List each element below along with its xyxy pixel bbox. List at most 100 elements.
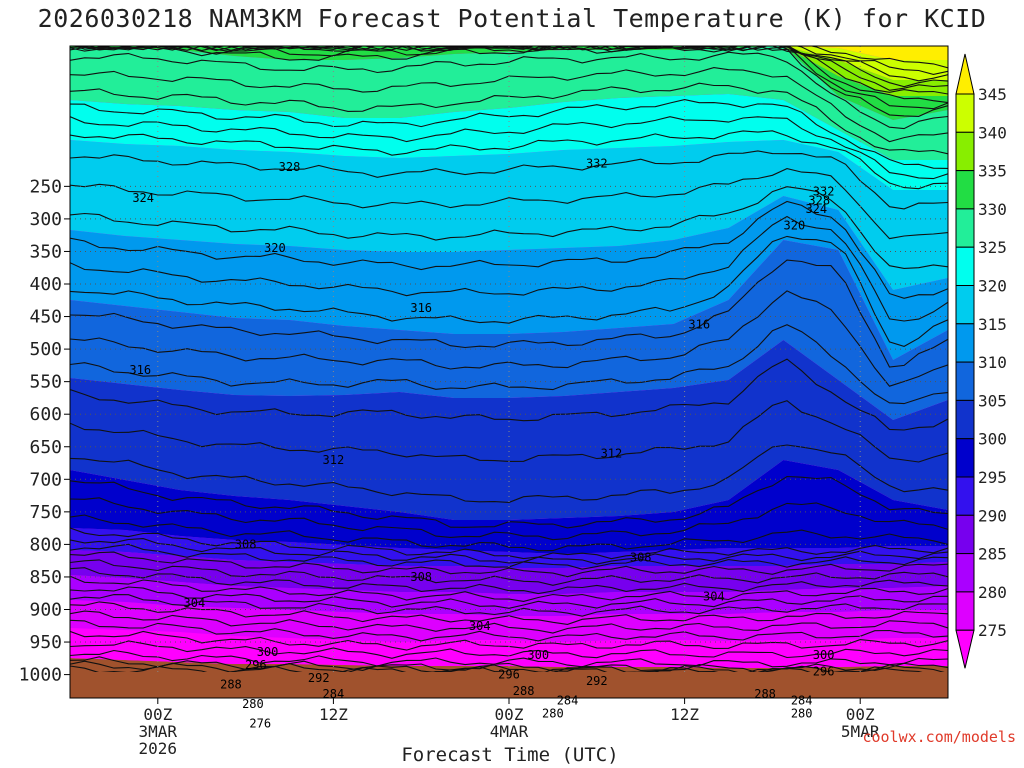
contour-label: 324 (805, 202, 827, 216)
colorbar-label: 300 (978, 430, 1007, 449)
contour-line (70, 527, 948, 560)
band-fill (70, 240, 948, 420)
contour-line (70, 235, 948, 347)
contour-label: 292 (586, 674, 608, 688)
contour-line (70, 116, 948, 180)
x-tick-label: 2026 (139, 739, 178, 758)
contour-label: 332 (586, 157, 608, 171)
credit-text: coolwx.com/models (862, 728, 1016, 746)
colorbar-swatch (955, 246, 975, 286)
contour-line (70, 514, 948, 552)
contour-line (70, 649, 948, 668)
contour-label: 280 (791, 707, 813, 721)
contour-label: 332 (813, 185, 835, 199)
contour-label: 284 (791, 694, 813, 708)
contour-line (70, 575, 948, 602)
colorbar-label: 340 (978, 123, 1007, 142)
contour-label: 288 (754, 687, 776, 701)
contour-line (70, 559, 948, 586)
contour-line (70, 497, 948, 541)
band-fill (70, 575, 948, 616)
contour-line (70, 259, 948, 368)
contour-line (70, 215, 948, 322)
colorbar-label: 285 (978, 545, 1007, 564)
contour-label: 288 (220, 677, 242, 691)
y-tick-label: 300 (29, 209, 62, 230)
x-tick-label: 12Z (670, 705, 699, 724)
contour-label: 296 (813, 664, 835, 678)
contour-label: 308 (235, 537, 257, 551)
contour-label: 316 (129, 363, 151, 377)
y-tick-label: 900 (29, 600, 62, 621)
colorbar-swatch (955, 514, 975, 555)
colorbar-swatch (955, 438, 975, 478)
contour-label: 308 (630, 550, 652, 564)
colorbar-swatch (955, 476, 975, 516)
y-tick-label: 650 (29, 437, 62, 458)
contour-label: 320 (264, 241, 286, 255)
contour-label: 292 (308, 671, 330, 685)
contour-label: 288 (513, 684, 535, 698)
colorbar-label: 345 (978, 85, 1007, 104)
contour-line (70, 610, 948, 634)
contour-line (70, 660, 948, 675)
colorbar-label: 335 (978, 162, 1007, 181)
y-tick-label: 250 (29, 176, 62, 197)
contour-line (70, 594, 948, 617)
y-tick-label: 600 (29, 404, 62, 425)
contour-line (70, 46, 948, 95)
band-fill (70, 46, 948, 160)
contour-line (70, 150, 948, 210)
colorbar-swatch (955, 553, 975, 593)
contour-label: 304 (469, 619, 491, 633)
contour-label: 316 (410, 301, 432, 315)
contour-label: 300 (813, 648, 835, 662)
x-tick-label: 3MAR (139, 722, 178, 741)
contour-label: 284 (557, 694, 579, 708)
colorbar-label: 305 (978, 391, 1007, 410)
x-tick-label: 5MAR (841, 722, 880, 741)
colorbar-label: 275 (978, 621, 1007, 640)
contour-label: 300 (257, 645, 279, 659)
contour-label: 304 (184, 596, 206, 610)
contour-line (72, 46, 948, 82)
y-tick-label: 850 (29, 567, 62, 588)
contour-line (70, 168, 948, 240)
x-axis-title: Forecast Time (UTC) (401, 744, 619, 766)
contour-label: 296 (498, 668, 520, 682)
colorbar-label: 320 (978, 277, 1007, 296)
x-tick-label: 00Z (143, 705, 172, 724)
contour-line (70, 567, 948, 595)
y-tick-label: 500 (29, 339, 62, 360)
colorbar-label: 330 (978, 200, 1007, 219)
contour-label: 320 (784, 218, 806, 232)
contour-label: 328 (279, 160, 301, 174)
band-fill (70, 46, 948, 60)
x-tick-label: 4MAR (490, 722, 529, 741)
y-tick-label: 950 (29, 632, 62, 653)
colorbar-swatch (955, 131, 975, 172)
y-tick-label: 800 (29, 534, 62, 555)
contour-label: 312 (323, 453, 345, 467)
colorbar-swatch (955, 591, 975, 631)
contour-label: 312 (601, 446, 623, 460)
contour-line (70, 538, 948, 565)
chart-title: 2026030218 NAM3KM Forecast Potential Tem… (37, 4, 987, 33)
x-tick-label: 12Z (319, 705, 348, 724)
contour-line (70, 444, 948, 503)
contour-line (78, 46, 948, 110)
contour-line (70, 601, 948, 625)
contour-line (70, 200, 948, 299)
contour-label: 316 (688, 317, 710, 331)
colorbar-swatch (955, 170, 975, 210)
colorbar-label: 310 (978, 353, 1007, 372)
contour-line (70, 586, 948, 609)
colorbar-swatch (955, 361, 975, 401)
contour-label: 308 (410, 570, 432, 584)
colorbar-label: 315 (978, 315, 1007, 334)
contour-line (70, 51, 948, 130)
colorbar-swatch (955, 285, 975, 325)
colorbar-label: 325 (978, 238, 1007, 257)
contour-label: 280 (542, 707, 564, 721)
colorbar-label: 280 (978, 583, 1007, 602)
